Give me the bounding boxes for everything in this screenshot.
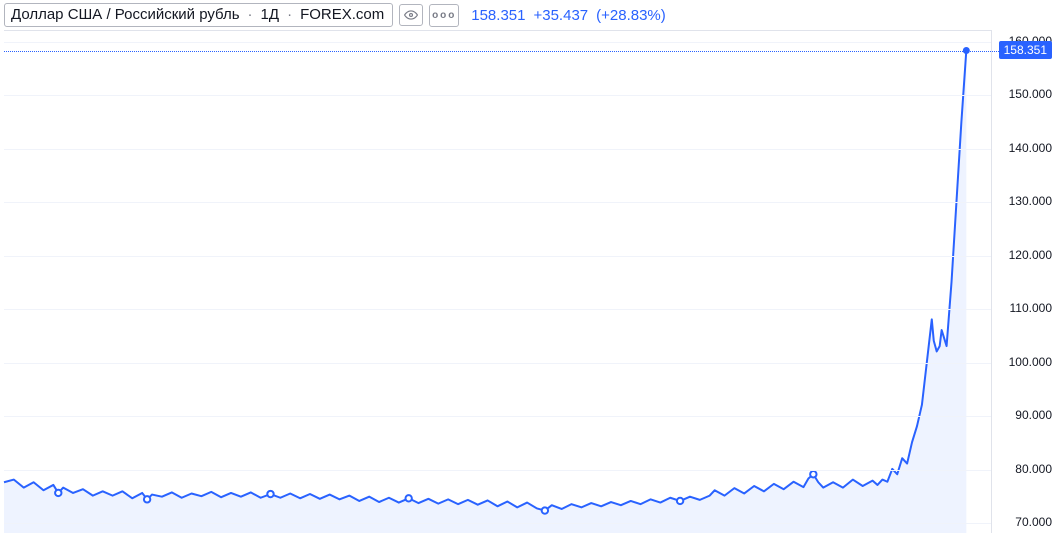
y-tick-label: 90.000 [1015,408,1052,422]
price-line [4,50,966,510]
dot-sep: · [248,5,253,25]
series-marker [267,491,273,497]
chart-header: Доллар США / Российский рубль · 1Д · FOR… [4,4,666,26]
change-pct: (+28.83%) [596,7,666,24]
price-line-chart [4,31,991,533]
series-marker [542,507,548,513]
series-marker [405,495,411,501]
source-label: FOREX.com [300,5,384,25]
y-tick-label: 70.000 [1015,515,1052,529]
y-tick-label: 130.000 [1009,194,1052,208]
symbol-title: Доллар США / Российский рубль [11,5,240,25]
eye-icon [404,8,418,22]
y-tick-label: 80.000 [1015,462,1052,476]
quote-row: 158.351 +35.437 (+28.83%) [471,7,666,24]
area-fill [4,50,966,533]
y-axis: 70.000 80.000 90.000 100.000 110.000 120.000 1… [998,30,1056,533]
interval-label: 1Д [261,5,280,25]
y-tick-label: 140.000 [1009,141,1052,155]
change-abs: +35.437 [533,7,588,24]
last-point-dot [963,47,970,54]
more-menu[interactable]: ooo [429,4,459,27]
series-marker [810,471,816,477]
current-price-tag: 158.351 [999,41,1052,59]
y-tick-label: 100.000 [1009,355,1052,369]
series-marker [677,498,683,504]
visibility-toggle[interactable] [399,4,423,26]
dot-sep: · [287,5,292,25]
chart-plot-area[interactable] [4,30,992,533]
series-marker [55,490,61,496]
y-tick-label: 150.000 [1009,87,1052,101]
y-tick-label: 110.000 [1010,301,1053,315]
symbol-pill[interactable]: Доллар США / Российский рубль · 1Д · FOR… [4,3,393,27]
last-price: 158.351 [471,7,525,24]
series-marker [144,496,150,502]
y-tick-label: 120.000 [1009,248,1052,262]
